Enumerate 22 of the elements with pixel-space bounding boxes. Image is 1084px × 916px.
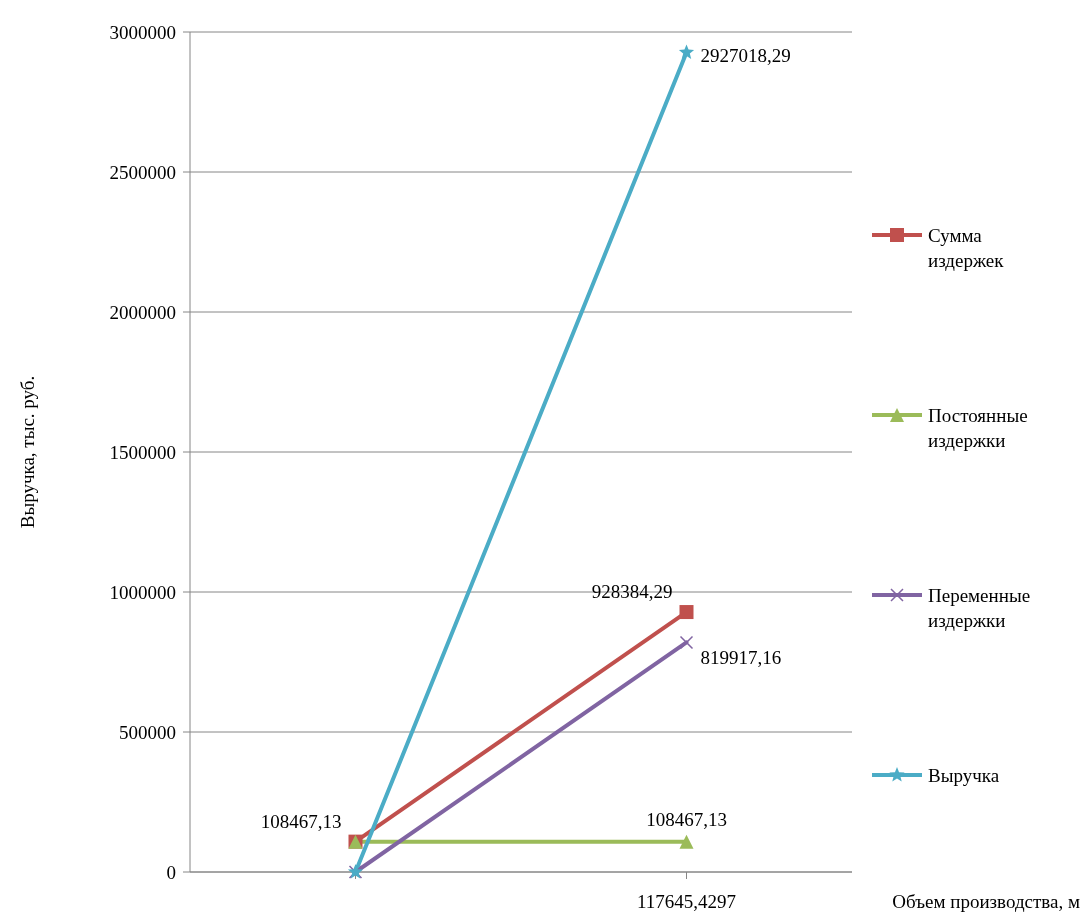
point xyxy=(678,44,695,59)
y-tick-label: 1500000 xyxy=(109,441,176,463)
data-label: 819917,16 xyxy=(700,647,782,669)
legend-label: Переменные издержки xyxy=(928,584,1031,632)
legend-label: Выручка xyxy=(928,764,1000,786)
data-label: 108467,13 xyxy=(260,810,342,832)
x-tick-label: 117645,4297 xyxy=(636,891,737,912)
y-tick-label: 0 xyxy=(166,861,176,883)
data-label: 108467,13 xyxy=(646,808,727,830)
point xyxy=(679,635,694,650)
point xyxy=(679,605,694,620)
y-axis-title: Выручка, тыс. руб. xyxy=(17,375,38,529)
y-tick-label: 2000000 xyxy=(109,301,176,323)
y-tick-label: 3000000 xyxy=(109,21,176,43)
y-tick-label: 500000 xyxy=(119,721,176,743)
legend-label: Сумма издержек xyxy=(928,224,1005,272)
y-tick-label: 2500000 xyxy=(109,161,176,183)
data-label: 2927018,29 xyxy=(700,45,791,67)
x-axis-title: Объем производства, м xyxy=(892,891,1080,912)
y-tick-label: 1000000 xyxy=(109,581,176,603)
data-label: 928384,29 xyxy=(591,581,673,603)
legend-label: Постоянные издержки xyxy=(928,404,1028,452)
